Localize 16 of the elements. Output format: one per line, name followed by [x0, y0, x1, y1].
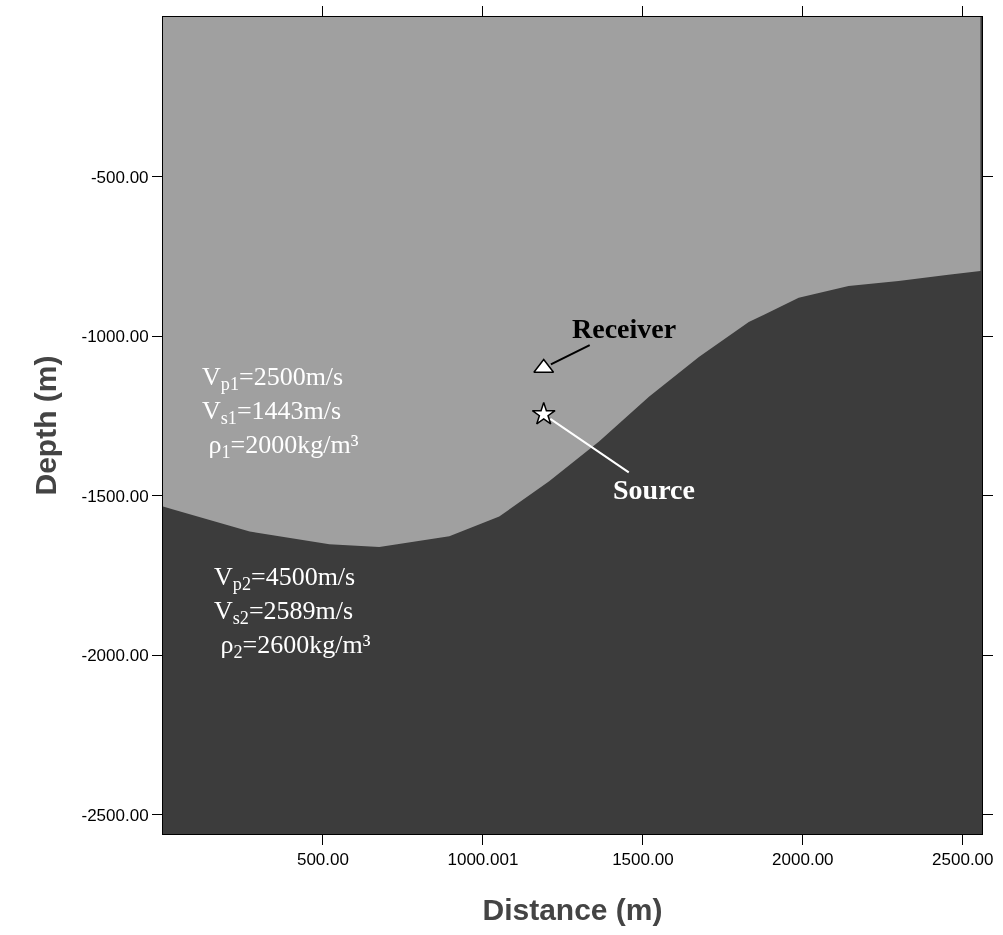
y-tick-label: -2500.00	[81, 805, 149, 825]
y-tick-label: -2000.00	[81, 646, 149, 666]
x-tick-label: 1500.00	[612, 850, 674, 870]
x-tick-label: 2000.00	[772, 850, 834, 870]
y-axis-title: Depth (m)	[29, 355, 63, 496]
y-tick-label: -1000.00	[81, 327, 149, 347]
x-tick-label: 500.00	[296, 850, 349, 870]
x-axis-title: Distance (m)	[482, 892, 663, 926]
annotation: Source	[613, 474, 695, 505]
y-tick-label: -1500.00	[81, 486, 149, 506]
text: V$_{p1}$=2500m/s V$_{s1}$=1443m/s ρ$_{1}$=2000kg/m³	[202, 362, 359, 463]
x-tick-label: 2500.00	[932, 850, 994, 870]
x-tick-label: 1000.001	[447, 850, 519, 870]
text: V$_{p2}$=4500m/s V$_{s2}$=2589m/s ρ$_{2}$=2600kg/m³	[214, 562, 371, 663]
y-tick-label: -500.00	[90, 167, 149, 187]
annotation: Receiver	[572, 313, 677, 344]
